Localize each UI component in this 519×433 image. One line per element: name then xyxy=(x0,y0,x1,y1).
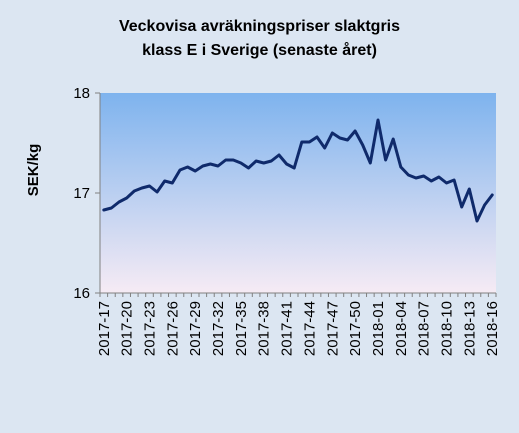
x-tick-label: 2017-17 xyxy=(96,301,113,356)
y-tick-label: 16 xyxy=(73,285,90,302)
x-tick-label: 2017-32 xyxy=(210,301,227,356)
x-tick-label: 2018-16 xyxy=(484,301,501,356)
plot-area xyxy=(100,93,496,293)
x-tick-label: 2017-20 xyxy=(119,301,136,356)
y-tick-label: 18 xyxy=(73,85,90,102)
chart-title-line-1: Veckovisa avräkningspriser slaktgris xyxy=(118,18,401,35)
x-tick-label: 2017-41 xyxy=(279,301,296,356)
x-tick-label: 2018-10 xyxy=(439,301,456,356)
x-tick-label: 2018-04 xyxy=(393,301,410,356)
y-axis-label: SEK/kg xyxy=(25,144,42,197)
x-tick-label: 2018-07 xyxy=(416,301,433,356)
y-tick-label: 17 xyxy=(73,185,90,202)
x-tick-label: 2017-23 xyxy=(142,301,159,356)
series-line xyxy=(102,118,494,223)
x-tick-label: 2017-44 xyxy=(301,301,318,356)
x-tick-label: 2018-01 xyxy=(370,301,387,356)
x-tick-label: 2017-47 xyxy=(324,301,341,356)
x-tick-label: 2018-13 xyxy=(461,301,478,356)
x-tick-label: 2017-38 xyxy=(256,301,273,356)
x-tick-label: 2017-50 xyxy=(347,301,364,356)
x-tick-label: 2017-29 xyxy=(187,301,204,356)
chart-title-line-2: klass E i Sverige (senaste året) xyxy=(142,42,377,59)
x-tick-label: 2017-35 xyxy=(233,301,250,356)
x-tick-label: 2017-26 xyxy=(164,301,181,356)
